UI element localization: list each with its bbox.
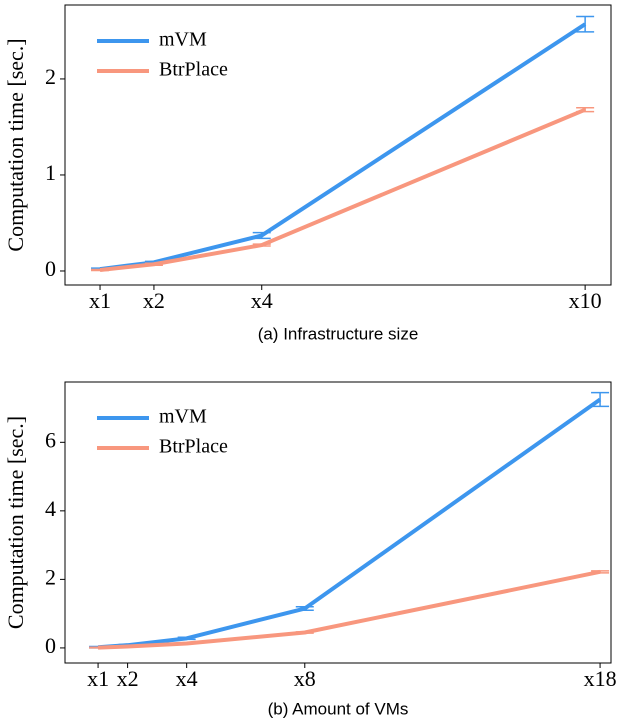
x-tick-label: x10 bbox=[569, 288, 602, 313]
error-bar bbox=[576, 15, 595, 33]
error-bar bbox=[252, 231, 271, 240]
error-bar bbox=[591, 570, 610, 574]
error-bar bbox=[118, 645, 137, 648]
x-tick-label: x1 bbox=[87, 666, 109, 691]
x-tick-label: x4 bbox=[251, 288, 273, 313]
error-bar bbox=[295, 631, 314, 634]
error-bar bbox=[177, 642, 196, 645]
error-bar bbox=[591, 391, 610, 408]
series-line bbox=[98, 569, 601, 650]
y-tick-label: 0 bbox=[45, 633, 56, 658]
y-tick-label: 4 bbox=[45, 496, 56, 521]
x-tick-label: x1 bbox=[89, 288, 111, 313]
x-tick-label: x2 bbox=[117, 666, 139, 691]
error-bar bbox=[295, 606, 314, 611]
caption: (b) Amount of VMs bbox=[268, 699, 409, 718]
y-tick-label: 0 bbox=[45, 256, 56, 281]
error-bar bbox=[252, 243, 271, 247]
caption: (a) Infrastructure size bbox=[258, 324, 419, 343]
y-tick-label: 6 bbox=[45, 427, 56, 452]
y-tick-label: 2 bbox=[45, 64, 56, 89]
y-tick-label: 2 bbox=[45, 564, 56, 589]
plot-frame bbox=[64, 381, 612, 664]
y-axis-label: Computation time [sec.] bbox=[3, 416, 28, 629]
error-bar bbox=[89, 646, 108, 649]
y-tick-label: 1 bbox=[45, 160, 56, 185]
x-tick-label: x8 bbox=[294, 666, 316, 691]
chart: 0 2 4 6 x1 x2 x4 x8 x18 Computation time [sec.] (b… bbox=[3, 381, 617, 718]
legend-label: BtrPlace bbox=[159, 59, 228, 81]
x-tick-label: x4 bbox=[176, 666, 198, 691]
legend-label: BtrPlace bbox=[159, 436, 228, 458]
chart: 0 1 2 x1 x2 x4 x10 Computation time [sec.] (a) I… bbox=[3, 4, 612, 343]
error-bar bbox=[144, 262, 163, 266]
y-axis-label: Computation time [sec.] bbox=[3, 38, 28, 251]
error-bar bbox=[576, 106, 595, 113]
legend-label: mVM bbox=[159, 406, 207, 428]
x-tick-label: x18 bbox=[584, 666, 617, 691]
legend-label: mVM bbox=[159, 29, 207, 51]
series-line bbox=[99, 107, 586, 273]
error-bar bbox=[177, 636, 196, 641]
error-bar bbox=[91, 268, 110, 272]
x-tick-label: x2 bbox=[143, 288, 165, 313]
plot-frame bbox=[64, 4, 612, 286]
